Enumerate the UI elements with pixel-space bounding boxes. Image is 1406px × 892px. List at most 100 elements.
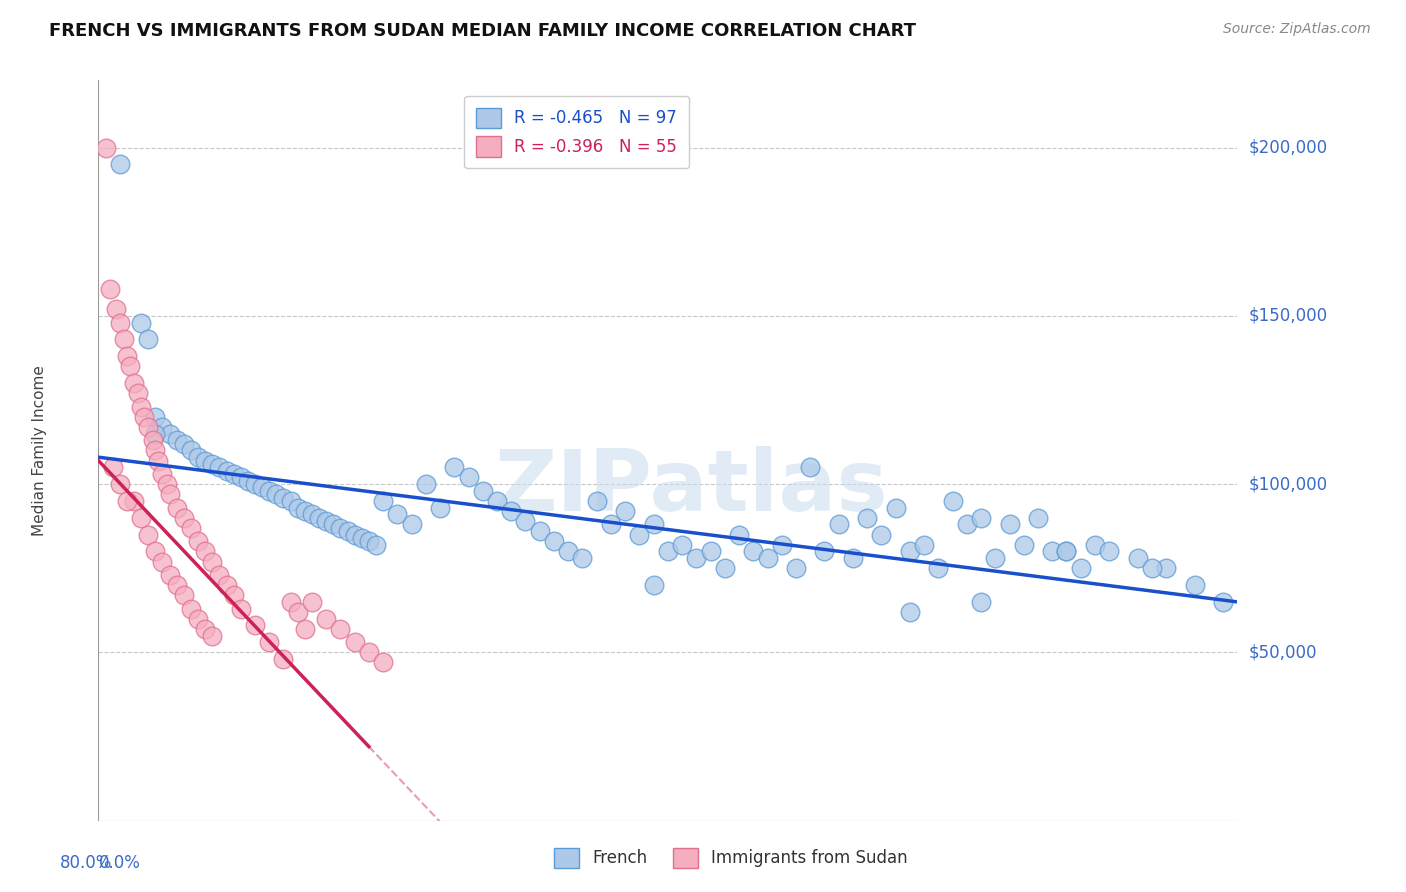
Point [1084, 538, 1107, 552]
Point [898, 605, 921, 619]
Point [308, 510, 330, 524]
Legend: French, Immigrants from Sudan: French, Immigrants from Sudan [548, 841, 914, 875]
Point [628, 527, 651, 541]
Point [728, 527, 751, 541]
Point [266, 487, 288, 501]
Point [315, 612, 337, 626]
Point [329, 521, 352, 535]
Point [884, 500, 907, 515]
Point [287, 605, 309, 619]
Point [180, 521, 202, 535]
Point [1040, 544, 1063, 558]
Text: 80.0%: 80.0% [60, 854, 112, 872]
Point [132, 409, 155, 424]
Point [173, 510, 195, 524]
Point [108, 316, 131, 330]
Point [1212, 595, 1234, 609]
Point [301, 595, 323, 609]
Point [194, 622, 217, 636]
Point [671, 538, 693, 552]
Point [927, 561, 949, 575]
Point [315, 514, 337, 528]
Point [159, 426, 181, 441]
Point [501, 504, 523, 518]
Point [785, 561, 807, 575]
Point [970, 510, 993, 524]
Point [401, 517, 423, 532]
Point [180, 601, 202, 615]
Text: Median Family Income: Median Family Income [32, 365, 48, 536]
Point [1184, 578, 1206, 592]
Point [229, 601, 252, 615]
Point [243, 618, 266, 632]
Text: $100,000: $100,000 [1249, 475, 1327, 493]
Text: $50,000: $50,000 [1249, 643, 1317, 661]
Point [1070, 561, 1092, 575]
Point [280, 595, 302, 609]
Point [415, 477, 437, 491]
Point [194, 453, 217, 467]
Point [141, 434, 163, 448]
Point [643, 517, 665, 532]
Point [714, 561, 737, 575]
Point [122, 376, 145, 391]
Point [273, 491, 295, 505]
Point [343, 527, 366, 541]
Point [371, 494, 394, 508]
Point [187, 612, 209, 626]
Point [770, 538, 793, 552]
Point [104, 302, 127, 317]
Point [122, 494, 145, 508]
Point [357, 645, 380, 659]
Point [215, 578, 238, 592]
Point [856, 510, 879, 524]
Point [1140, 561, 1163, 575]
Point [543, 534, 565, 549]
Point [970, 595, 993, 609]
Point [148, 453, 170, 467]
Point [287, 500, 309, 515]
Point [557, 544, 579, 558]
Point [912, 538, 935, 552]
Point [585, 494, 607, 508]
Point [145, 544, 167, 558]
Point [643, 578, 665, 592]
Point [201, 628, 224, 642]
Point [259, 483, 281, 498]
Point [336, 524, 359, 539]
Point [443, 460, 465, 475]
Point [208, 568, 231, 582]
Point [357, 534, 380, 549]
Point [129, 510, 152, 524]
Point [1056, 544, 1078, 558]
Point [273, 652, 295, 666]
Point [187, 534, 209, 549]
Point [129, 400, 152, 414]
Point [387, 508, 409, 522]
Text: ZIPatlas: ZIPatlas [494, 446, 887, 529]
Text: $200,000: $200,000 [1249, 138, 1327, 157]
Point [152, 420, 174, 434]
Point [136, 420, 159, 434]
Point [571, 551, 593, 566]
Point [1012, 538, 1035, 552]
Point [486, 494, 509, 508]
Point [156, 477, 179, 491]
Point [166, 500, 188, 515]
Point [101, 460, 124, 475]
Legend: R = -0.465   N = 97, R = -0.396   N = 55: R = -0.465 N = 97, R = -0.396 N = 55 [464, 96, 689, 169]
Point [515, 514, 537, 528]
Point [457, 470, 479, 484]
Point [166, 578, 188, 592]
Point [322, 517, 344, 532]
Point [115, 494, 138, 508]
Point [364, 538, 387, 552]
Point [115, 349, 138, 363]
Point [1056, 544, 1078, 558]
Point [159, 487, 181, 501]
Point [614, 504, 637, 518]
Point [529, 524, 551, 539]
Point [250, 481, 273, 495]
Point [145, 409, 167, 424]
Point [166, 434, 188, 448]
